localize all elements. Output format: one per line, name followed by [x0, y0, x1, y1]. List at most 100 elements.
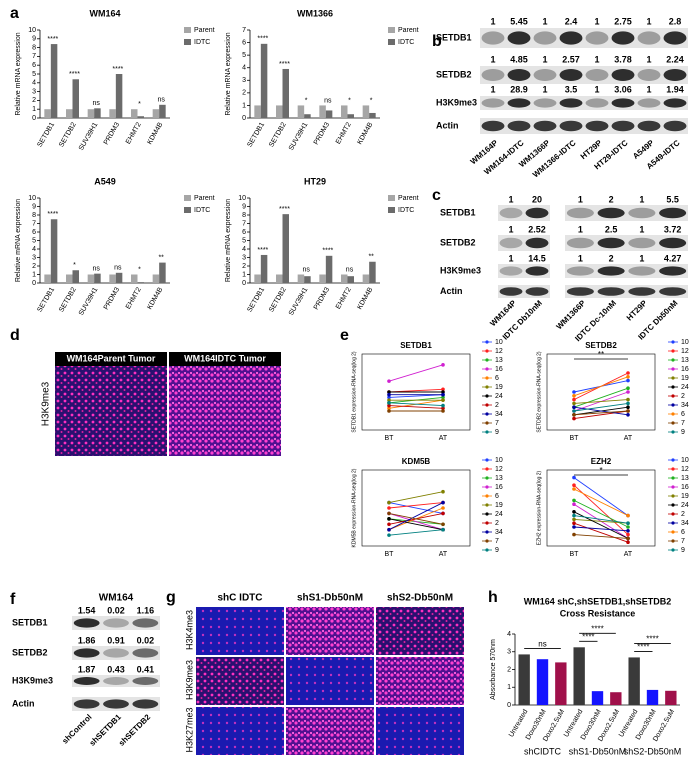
plot-frame [546, 353, 656, 431]
blot-band [663, 120, 687, 132]
legend-marker [671, 485, 675, 489]
point [441, 500, 445, 505]
significance: ns [92, 100, 100, 107]
point [572, 502, 576, 507]
quantification: 1.54 [78, 605, 96, 615]
y-tick-label: 0 [32, 115, 36, 122]
series-line [573, 399, 629, 404]
series-line [388, 502, 444, 531]
x-tick-label: AT [624, 551, 633, 558]
chart-title: EZH2 [591, 457, 612, 466]
x-tick-label: KDM4B [146, 121, 164, 146]
legend-label: IDTC [398, 39, 414, 46]
legend-marker [671, 340, 675, 344]
row-label: Actin [436, 120, 459, 130]
point [387, 517, 391, 521]
quantification: 1 [639, 194, 644, 204]
series-line [388, 512, 444, 525]
micrograph [196, 657, 284, 705]
point [626, 390, 630, 394]
legend-label: 13 [681, 475, 689, 482]
quantification: 3.78 [614, 54, 632, 64]
legend-marker [485, 521, 489, 525]
panel-letter: a [10, 5, 19, 22]
bar [319, 105, 326, 118]
point [626, 536, 630, 541]
row-label: Actin [440, 286, 463, 296]
y-tick-label: 10 [238, 195, 246, 202]
blot-band [663, 31, 687, 45]
blot-band [481, 31, 505, 45]
legend-marker [671, 358, 675, 362]
x-tick-label: AT [439, 435, 448, 442]
row-label: H3K9me3 [12, 675, 53, 685]
quantification: 1 [578, 224, 583, 234]
panel-letter: f [10, 591, 16, 608]
bar [304, 114, 311, 118]
legend-label: 7 [681, 420, 685, 427]
legend-label: 24 [495, 393, 503, 400]
significance: **** [47, 36, 58, 43]
significance: **** [637, 643, 649, 652]
blot-band [566, 207, 594, 219]
bar [159, 104, 166, 118]
bar [347, 276, 354, 283]
chart-subtitle: Cross Resistance [560, 608, 636, 618]
bar [591, 691, 604, 705]
y-tick-label: 3 [32, 88, 36, 95]
bar [276, 105, 283, 118]
blot-background [480, 118, 688, 134]
x-tick-label: SETDB1 [246, 121, 266, 148]
y-tick-label: 2 [242, 263, 246, 270]
micrograph [286, 607, 374, 655]
legend-marker [485, 403, 489, 407]
quantification: 2.52 [528, 224, 546, 234]
y-tick-label: 0 [507, 702, 511, 709]
series-line [388, 394, 444, 398]
quantification: 3.72 [664, 224, 682, 234]
point [441, 395, 445, 400]
blot-band [585, 31, 609, 45]
significance: **** [279, 61, 290, 68]
series-line [573, 534, 629, 539]
quantification: 1 [594, 16, 599, 26]
y-axis-label: SETDB1 expression-RNA-seq(log 2) [351, 351, 357, 432]
legend-marker [671, 476, 675, 480]
legend-label: 34 [681, 520, 689, 527]
quantification: 14.5 [528, 253, 546, 263]
y-axis-label: Relative mRNA expression [225, 32, 232, 115]
point [441, 489, 445, 494]
point [572, 532, 576, 537]
row-label: SETDB2 [12, 647, 48, 657]
blot-band [585, 98, 609, 108]
series-line [573, 387, 629, 408]
point [572, 525, 576, 529]
point [626, 529, 630, 533]
row-label: H3K9me3 [436, 97, 477, 107]
y-axis-label: Absorbance 570nm [490, 639, 497, 700]
blot-band [597, 266, 625, 276]
significance: ns [114, 265, 122, 272]
blot-band [103, 677, 129, 685]
quantification: 1 [490, 16, 495, 26]
blot-band [533, 31, 557, 45]
point [441, 506, 445, 510]
legend-swatch [184, 195, 191, 201]
lane-label: shSETDB2 [117, 712, 153, 748]
legend-marker [671, 548, 675, 552]
legend-label: 10 [495, 457, 503, 464]
blot-band [585, 120, 609, 132]
blot-band [637, 98, 661, 108]
bar [536, 659, 549, 705]
x-tick-label: BT [570, 551, 580, 558]
quantification: 5.5 [666, 194, 679, 204]
blot-band [499, 237, 523, 249]
quantification: 1 [639, 253, 644, 263]
significance: ns [157, 97, 165, 104]
blot-band [525, 207, 549, 219]
micrograph [286, 707, 374, 755]
bar [94, 273, 101, 283]
y-tick-label: 9 [32, 203, 36, 210]
legend-marker [671, 521, 675, 525]
y-tick-label: 8 [32, 212, 36, 219]
